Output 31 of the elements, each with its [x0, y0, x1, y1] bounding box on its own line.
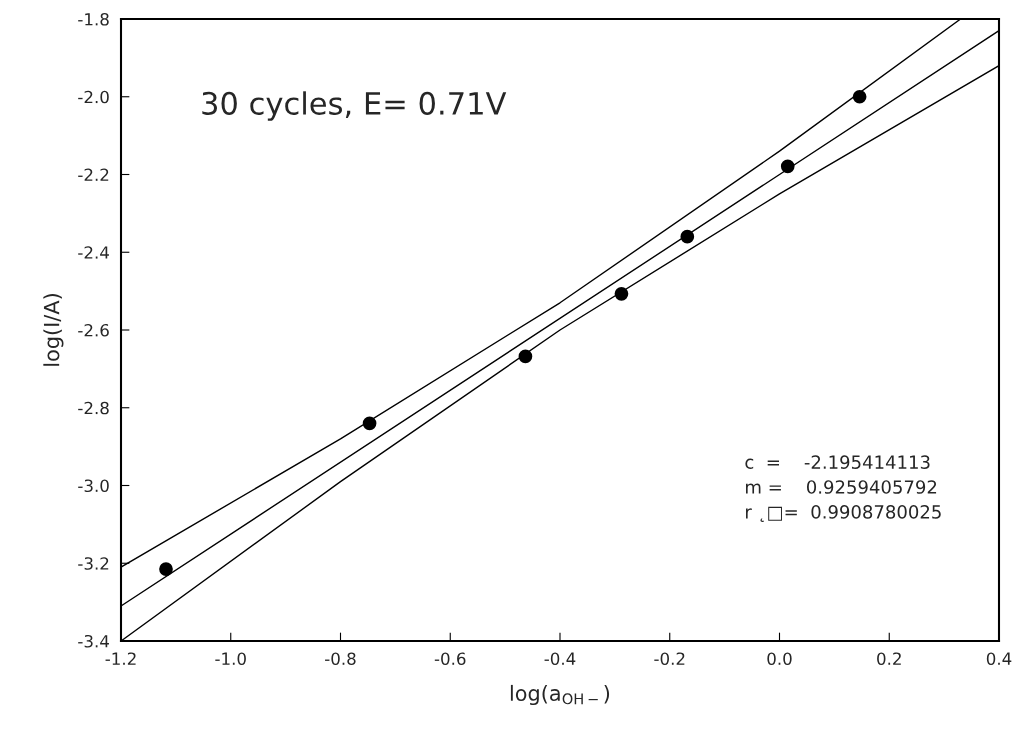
annotation: r ˛□= 0.9908780025	[746, 505, 941, 522]
x-tick-label: 0.2	[877, 652, 901, 666]
y-tick-label: -2.4	[78, 246, 109, 259]
annotation: c = -2.195414113	[745, 455, 930, 469]
x-tick-label: -1.2	[105, 652, 136, 665]
y-tick-label: -3.2	[78, 557, 109, 570]
x-tick-label: 0.0	[767, 652, 792, 666]
x-tick-label: -0.8	[325, 652, 356, 666]
x-tick-label: 0.4	[986, 652, 1012, 666]
y-tick-label: -2.0	[78, 90, 109, 104]
point	[680, 229, 695, 244]
annotation: 30 cycles, E= 0.71V	[202, 91, 507, 121]
x-tick-label: -0.2	[654, 652, 685, 666]
point	[362, 416, 377, 431]
y-tick-label: -2.2	[78, 168, 109, 181]
y-tick-label: -3.4	[78, 634, 109, 648]
x-tick-label: -0.4	[544, 652, 576, 666]
x-tick-label: -1.0	[215, 652, 246, 666]
point	[780, 159, 795, 174]
y-axis-title: log(I/A)	[43, 294, 64, 366]
x-tick-label: -0.6	[434, 652, 466, 666]
point	[852, 89, 867, 104]
point	[159, 562, 173, 576]
y-tick-label: -2.6	[78, 323, 109, 337]
y-tick-label: -3.0	[78, 479, 109, 493]
y-tick-label: -2.8	[78, 401, 109, 415]
annotation: m = 0.9259405792	[746, 480, 937, 494]
x-axis-title: log(a$_{OH−}$)	[510, 684, 610, 706]
point	[614, 287, 629, 301]
y-tick-label: -1.8	[78, 12, 109, 26]
point	[518, 349, 533, 364]
